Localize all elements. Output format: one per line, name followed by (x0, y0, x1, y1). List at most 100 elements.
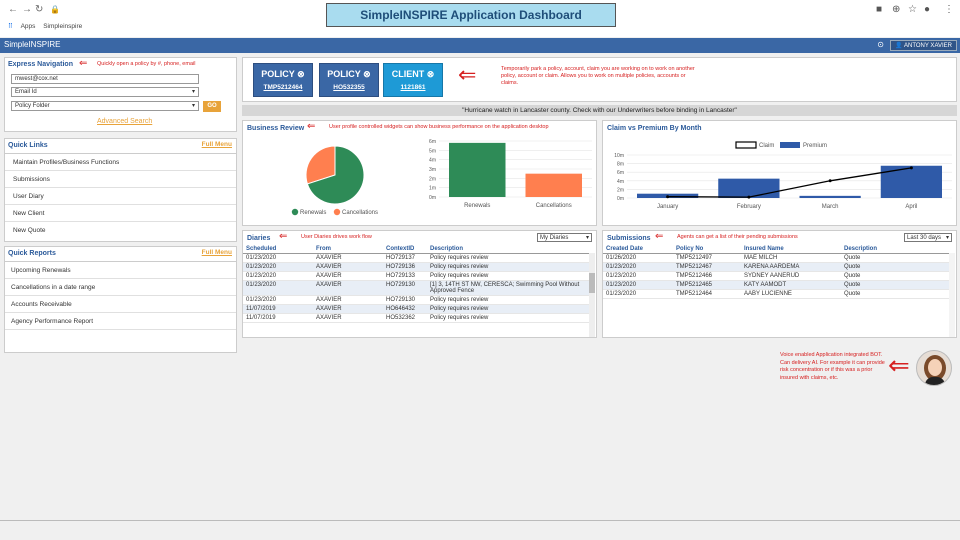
footer-divider (0, 520, 960, 521)
scrollbar-thumb[interactable] (589, 273, 595, 293)
advanced-search-link[interactable]: Advanced Search (97, 118, 153, 125)
claim-point (828, 179, 832, 183)
y-tick-label: 8m (617, 162, 624, 168)
diaries-note: User Diaries drives work flow (301, 234, 372, 240)
bar-renewals (449, 142, 506, 197)
table-row[interactable]: 01/26/2020 TMP5212497 MAE MILCH Quote (603, 253, 949, 263)
business-review-charts: Renewals Cancellations 6m 5m 4m 3m 2m 1m 0m Rene… (291, 139, 592, 216)
list-item[interactable]: Agency Performance Report (5, 313, 236, 330)
submissions-scrollbar[interactable] (949, 253, 955, 337)
user-icon: 👤 (895, 43, 903, 49)
profile-icon[interactable]: ● (924, 4, 931, 15)
submissions-title: Submissions (607, 235, 651, 242)
table-cell: KATY AAMODT (741, 280, 841, 290)
star-icon[interactable]: ☆ (908, 4, 917, 15)
table-cell: HO646432 (383, 304, 427, 314)
table-cell: 01/23/2020 (243, 253, 313, 263)
y-tick-label: 10m (614, 153, 624, 159)
pie-slice-cancellations (305, 145, 336, 185)
menu-icon[interactable]: ⋮ (944, 4, 954, 15)
column-header[interactable]: Insured Name (741, 245, 841, 254)
table-cell: 01/23/2020 (603, 289, 673, 299)
column-header[interactable]: Description (427, 245, 589, 254)
go-button[interactable]: GO (203, 101, 221, 112)
camera-icon[interactable]: ■ (876, 4, 883, 15)
table-cell: Policy requires review (427, 304, 589, 314)
column-header[interactable]: Description (841, 245, 949, 254)
claim-line (667, 167, 912, 198)
reload-icon[interactable]: ↻ (35, 4, 44, 15)
table-row[interactable]: 01/23/2020 TMP5212467 KARENA AARDEMA Quote (603, 262, 949, 272)
table-row[interactable]: 01/23/2020 AXAVIER HO729130 Policy requires… (243, 295, 589, 305)
table-row[interactable]: 11/07/2019 AXAVIER HO532362 Policy requires… (243, 313, 589, 323)
table-row[interactable]: 01/23/2020 TMP5212466 SYDNEY AANERUD Quote (603, 271, 949, 281)
table-cell: KARENA AARDEMA (741, 262, 841, 272)
list-item[interactable]: Cancellations in a date range (5, 279, 236, 296)
table-row[interactable]: 01/23/2020 AXAVIER HO729136 Policy requires… (243, 262, 589, 272)
quick-reports-full-menu[interactable]: Full Menu (201, 249, 232, 256)
alert-strip: "Hurricane watch in Lancaster county. Ch… (242, 105, 957, 116)
list-item[interactable]: User Diary (5, 188, 236, 205)
parked-policy-tile[interactable]: POLICY ⊗ TMP5212464 (253, 63, 313, 97)
claim-point (747, 195, 751, 199)
diaries-scrollbar[interactable] (589, 253, 595, 337)
close-circle-icon[interactable]: ⊗ (363, 69, 371, 79)
back-icon[interactable]: ← (8, 4, 18, 15)
table-row[interactable]: 01/23/2020 AXAVIER HO729133 Policy requires… (243, 271, 589, 281)
bookmarks-bar: ⠿ Apps Simpleinspire (8, 22, 88, 30)
tile-value[interactable]: TMP5212464 (263, 84, 303, 91)
apps-bookmark[interactable]: Apps (20, 23, 36, 30)
apps-grid-icon[interactable]: ⠿ (8, 23, 13, 30)
table-cell: TMP5212464 (673, 289, 741, 299)
table-cell: 11/07/2019 (243, 313, 313, 323)
tile-value[interactable]: HO532355 (333, 84, 365, 91)
quick-reports-panel: Quick Reports Full Menu Upcoming Renewal… (4, 246, 237, 353)
browser-chrome: ← → ↻ 🔒 ⠿ Apps Simpleinspire SimpleINSPI… (0, 0, 960, 37)
table-cell: SYDNEY AANERUD (741, 271, 841, 281)
app-header: SimpleINSPIRE ⊙ 👤 ANTONY XAVIER (0, 38, 960, 53)
bar-premium-march (799, 195, 861, 198)
parked-policy-tile[interactable]: POLICY ⊗ HO532355 (319, 63, 379, 97)
y-tick-label: 4m (429, 158, 436, 164)
search-type-select[interactable]: Email Id ▾ (11, 87, 199, 97)
simpleinspire-bookmark[interactable]: Simpleinspire (43, 23, 83, 30)
list-item[interactable]: Submissions (5, 171, 236, 188)
close-circle-icon[interactable]: ⊗ (426, 69, 435, 79)
quick-links-list: Maintain Profiles/Business Functions Sub… (5, 153, 236, 239)
table-cell: 11/07/2019 (243, 304, 313, 314)
bot-avatar[interactable] (916, 350, 952, 386)
submissions-filter-select[interactable]: Last 30 days ▾ (904, 233, 952, 242)
parked-client-tile[interactable]: CLIENT ⊗ 1121861 (383, 63, 443, 97)
close-circle-icon[interactable]: ⊗ (297, 69, 305, 79)
help-icon[interactable]: ⊙ (877, 40, 884, 49)
diaries-filter-select[interactable]: My Diaries ▾ (537, 233, 592, 242)
list-item[interactable]: New Quote (13, 227, 46, 234)
express-navigation-panel: Express Navigation ⇐ Quickly open a poli… (4, 57, 237, 132)
zoom-icon[interactable]: ⊕ (892, 4, 901, 15)
table-row[interactable]: 01/23/2020 AXAVIER HO729130 [1] 3, 14TH ST … (243, 280, 589, 296)
tile-value[interactable]: 1121861 (400, 84, 426, 91)
target-select[interactable]: Policy Folder ▾ (11, 101, 199, 111)
table-row[interactable]: 11/07/2019 AXAVIER HO646432 Policy requires… (243, 304, 589, 314)
column-header[interactable]: Created Date (603, 245, 673, 254)
table-row[interactable]: 01/23/2020 AXAVIER HO729137 Policy requires… (243, 253, 589, 263)
user-button[interactable]: 👤 ANTONY XAVIER (890, 40, 957, 51)
email-input[interactable]: mwest@cox.net (11, 74, 199, 84)
list-item[interactable]: Maintain Profiles/Business Functions (5, 154, 236, 171)
list-item[interactable]: Accounts Receivable (5, 296, 236, 313)
column-header[interactable]: From (313, 245, 383, 254)
column-header[interactable]: Scheduled (243, 245, 313, 254)
submissions-note: Agents can get a list of their pending s… (677, 234, 798, 240)
lock-icon: 🔒 (50, 5, 60, 14)
table-row[interactable]: 01/23/2020 TMP5212465 KATY AAMODT Quote (603, 280, 949, 290)
chevron-down-icon: ▾ (191, 89, 195, 95)
quick-links-full-menu[interactable]: Full Menu (201, 141, 232, 148)
arrow-icon: ⇐ (79, 58, 88, 69)
list-item[interactable]: New Client (5, 205, 236, 222)
app-brand[interactable]: SimpleINSPIRE (4, 40, 61, 49)
column-header[interactable]: Policy No (673, 245, 741, 254)
list-item[interactable]: Upcoming Renewals (5, 262, 236, 279)
table-row[interactable]: 01/23/2020 TMP5212464 AABY LUCIENNE Quote (603, 289, 949, 299)
column-header[interactable]: ContextID (383, 245, 427, 254)
forward-icon[interactable]: → (22, 4, 32, 15)
